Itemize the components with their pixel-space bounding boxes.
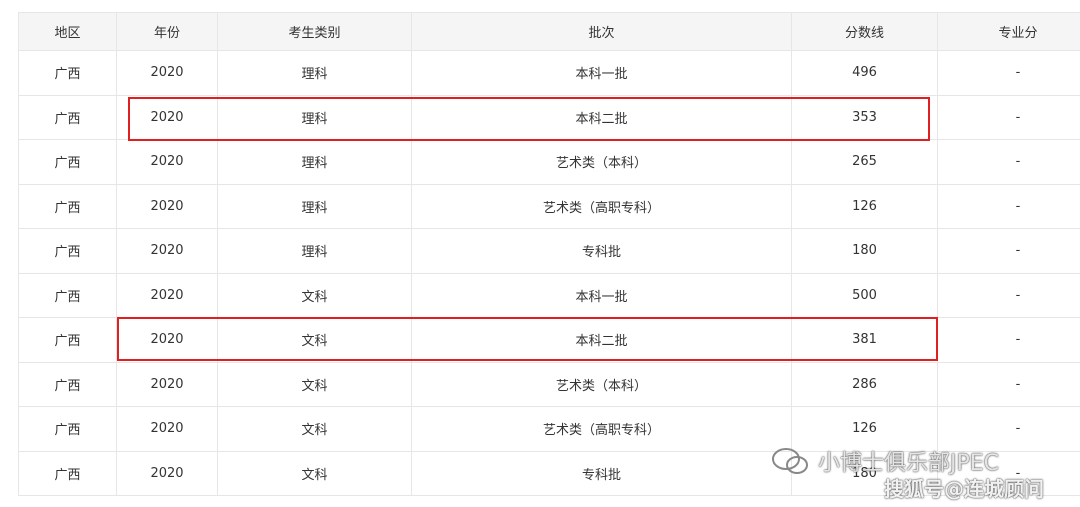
table-cell: 文科 xyxy=(217,361,412,407)
watermark-text: 搜狐号@连城顾问 xyxy=(884,477,1044,501)
header-cell: 批次 xyxy=(411,12,792,51)
table-cell: 广西 xyxy=(18,450,117,496)
table-cell: 本科一批 xyxy=(411,272,792,318)
table-cell: - xyxy=(937,361,1080,407)
table-cell: 文科 xyxy=(217,406,412,452)
table-cell: 2020 xyxy=(116,406,218,452)
table-cell: 广西 xyxy=(18,317,117,363)
table-cell: 180 xyxy=(791,450,938,496)
table-row: 广西 2020 文科 艺术类（高职专科） 126- xyxy=(18,406,1080,452)
table-cell: 2020 xyxy=(116,272,218,318)
table-cell: 理科 xyxy=(217,183,412,229)
table-cell: 265 xyxy=(791,139,938,185)
table-cell: 艺术类（本科） xyxy=(411,361,792,407)
table-row: 广西 2020 理科 专科批 180- xyxy=(18,228,1080,274)
table-row: 广西 2020 理科 艺术类（高职专科） 126- xyxy=(18,183,1080,229)
table-row: 广西 2020 文科 本科一批 500- xyxy=(18,272,1080,318)
table-cell: 专科批 xyxy=(411,228,792,274)
table-cell: 理科 xyxy=(217,139,412,185)
table-row: 广西 2020 理科 艺术类（本科） 265- xyxy=(18,139,1080,185)
table-cell: 广西 xyxy=(18,272,117,318)
header-row: 地区 年份 考生类别 批次 分数线 专业分 xyxy=(18,12,1080,51)
table-cell: 500 xyxy=(791,272,938,318)
table-cell: 广西 xyxy=(18,50,117,96)
table-cell: 2020 xyxy=(116,139,218,185)
table-cell: 180 xyxy=(791,228,938,274)
table-cell: 2020 xyxy=(116,361,218,407)
table-cell: 艺术类（高职专科） xyxy=(411,406,792,452)
table-cell: 广西 xyxy=(18,139,117,185)
table-cell: 381 xyxy=(791,317,938,363)
table-row: 广西 2020 理科 本科一批 496- xyxy=(18,50,1080,96)
table-cell: 2020 xyxy=(116,450,218,496)
table-cell: 126 xyxy=(791,183,938,229)
header-cell: 考生类别 xyxy=(217,12,412,51)
table-cell: 2020 xyxy=(116,183,218,229)
table-cell: 文科 xyxy=(217,272,412,318)
table-cell: - xyxy=(937,183,1080,229)
table-cell: 本科二批 xyxy=(411,94,792,140)
table-cell: 2020 xyxy=(116,228,218,274)
header-cell: 地区 xyxy=(18,12,117,51)
table-row: 广西 2020 文科 本科二批 381- xyxy=(18,317,1080,363)
table-cell: 广西 xyxy=(18,406,117,452)
wechat-icon xyxy=(772,448,808,474)
table-cell: 广西 xyxy=(18,94,117,140)
header-cell: 年份 xyxy=(116,12,218,51)
score-table: 地区 年份 考生类别 批次 分数线 专业分 广西 2020 理科 本科一批 496- 广西 2020 理… xyxy=(18,12,1080,496)
table-cell: 文科 xyxy=(217,450,412,496)
table-cell: 本科一批 xyxy=(411,50,792,96)
table-header: 地区 年份 考生类别 批次 分数线 专业分 xyxy=(18,12,1080,51)
table-cell: 专科批 xyxy=(411,450,792,496)
table-cell: 理科 xyxy=(217,50,412,96)
table-cell: - xyxy=(937,317,1080,363)
table-cell: - xyxy=(937,406,1080,452)
table-cell: 496 xyxy=(791,50,938,96)
table-cell: - xyxy=(937,272,1080,318)
table-body: 广西 2020 理科 本科一批 496- 广西 2020 理科 本科二批 353- 广西 2020 理科… xyxy=(18,50,1080,496)
table-cell: - xyxy=(937,50,1080,96)
highlight-box xyxy=(128,97,930,141)
table-cell: - xyxy=(937,450,1080,496)
table-cell: 理科 xyxy=(217,228,412,274)
table-cell: - xyxy=(937,94,1080,140)
table-cell: 广西 xyxy=(18,228,117,274)
highlight-box xyxy=(117,317,938,361)
table-cell: 广西 xyxy=(18,183,117,229)
table-cell: 2020 xyxy=(116,50,218,96)
table-cell: 艺术类（本科） xyxy=(411,139,792,185)
table-row: 广西 2020 理科 本科二批 353- xyxy=(18,94,1080,140)
header-cell: 分数线 xyxy=(791,12,938,51)
table-cell: - xyxy=(937,228,1080,274)
header-cell: 专业分 xyxy=(937,12,1080,51)
table-cell: 艺术类（高职专科） xyxy=(411,183,792,229)
table-row: 广西 2020 文科 专科批 180- xyxy=(18,450,1080,496)
table-cell: 广西 xyxy=(18,361,117,407)
table-cell: - xyxy=(937,139,1080,185)
table-cell: 286 xyxy=(791,361,938,407)
watermark-text: 小博士俱乐部JPEC xyxy=(818,451,1000,476)
table-row: 广西 2020 文科 艺术类（本科） 286- xyxy=(18,361,1080,407)
